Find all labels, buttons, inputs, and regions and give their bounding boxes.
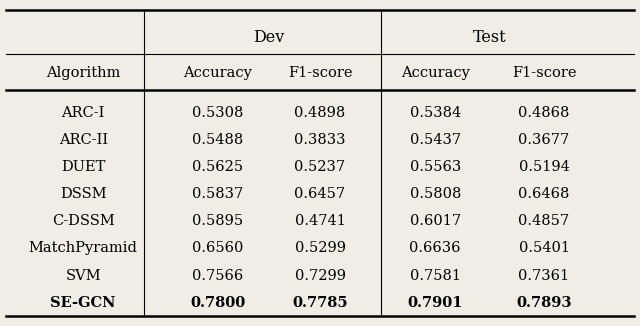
Text: 0.7785: 0.7785 xyxy=(292,296,348,310)
Text: 0.5384: 0.5384 xyxy=(410,106,461,120)
Text: SE-GCN: SE-GCN xyxy=(51,296,116,310)
Text: DSSM: DSSM xyxy=(60,187,106,201)
Text: 0.5895: 0.5895 xyxy=(192,215,243,229)
Text: F1-score: F1-score xyxy=(512,67,576,80)
Text: 0.4898: 0.4898 xyxy=(294,106,346,120)
Text: 0.5401: 0.5401 xyxy=(518,242,570,256)
Text: Accuracy: Accuracy xyxy=(183,67,252,80)
Text: 0.4857: 0.4857 xyxy=(518,215,570,229)
Text: Dev: Dev xyxy=(253,29,284,46)
Text: 0.4868: 0.4868 xyxy=(518,106,570,120)
Text: 0.5488: 0.5488 xyxy=(192,133,243,147)
Text: 0.6636: 0.6636 xyxy=(410,242,461,256)
Text: 0.7581: 0.7581 xyxy=(410,269,461,283)
Text: 0.6017: 0.6017 xyxy=(410,215,461,229)
Text: 0.7361: 0.7361 xyxy=(518,269,570,283)
Text: 0.7800: 0.7800 xyxy=(190,296,245,310)
Text: 0.6457: 0.6457 xyxy=(294,187,346,201)
Text: 0.6560: 0.6560 xyxy=(192,242,243,256)
Text: ARC-I: ARC-I xyxy=(61,106,105,120)
Text: 0.3677: 0.3677 xyxy=(518,133,570,147)
Text: 0.7299: 0.7299 xyxy=(294,269,346,283)
Text: 0.5194: 0.5194 xyxy=(518,160,570,174)
Text: 0.5563: 0.5563 xyxy=(410,160,461,174)
Text: Test: Test xyxy=(473,29,506,46)
Text: 0.7901: 0.7901 xyxy=(408,296,463,310)
Text: 0.3833: 0.3833 xyxy=(294,133,346,147)
Text: 0.5237: 0.5237 xyxy=(294,160,346,174)
Text: 0.6468: 0.6468 xyxy=(518,187,570,201)
Text: 0.5308: 0.5308 xyxy=(192,106,243,120)
Text: Accuracy: Accuracy xyxy=(401,67,470,80)
Text: Algorithm: Algorithm xyxy=(46,67,120,80)
Text: 0.7566: 0.7566 xyxy=(192,269,243,283)
Text: F1-score: F1-score xyxy=(288,67,352,80)
Text: C-DSSM: C-DSSM xyxy=(52,215,115,229)
Text: DUET: DUET xyxy=(61,160,106,174)
Text: 0.5808: 0.5808 xyxy=(410,187,461,201)
Text: 0.5837: 0.5837 xyxy=(192,187,243,201)
Text: ARC-II: ARC-II xyxy=(59,133,108,147)
Text: MatchPyramid: MatchPyramid xyxy=(29,242,138,256)
Text: SVM: SVM xyxy=(65,269,101,283)
Text: 0.4741: 0.4741 xyxy=(294,215,346,229)
Text: 0.5299: 0.5299 xyxy=(294,242,346,256)
Text: 0.5625: 0.5625 xyxy=(192,160,243,174)
Text: 0.7893: 0.7893 xyxy=(516,296,572,310)
Text: 0.5437: 0.5437 xyxy=(410,133,461,147)
